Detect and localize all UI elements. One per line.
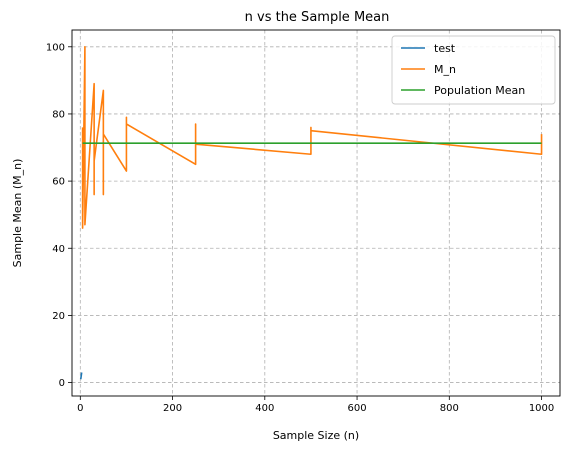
x-tick-label: 600	[348, 403, 367, 414]
series-layer	[79, 45, 543, 380]
y-tick-label: 100	[46, 42, 65, 53]
legend-label-test: test	[434, 42, 456, 55]
x-tick-label: 200	[163, 403, 182, 414]
y-tick-label: 20	[52, 311, 65, 322]
y-axis-label: Sample Mean (M_n)	[11, 159, 24, 268]
x-axis-ticks: 0 200 400 600 800 1000	[77, 396, 554, 414]
x-axis-label: Sample Size (n)	[273, 429, 359, 442]
legend-label-population-mean: Population Mean	[434, 84, 525, 97]
x-tick-label: 800	[440, 403, 459, 414]
y-tick-label: 40	[52, 244, 65, 255]
y-tick-label: 80	[52, 109, 65, 120]
y-axis-ticks: 0 20 40 60 80 100	[46, 42, 72, 389]
legend: test M_n Population Mean	[391, 35, 556, 105]
x-tick-label: 0	[77, 403, 83, 414]
x-tick-label: 1000	[529, 403, 554, 414]
plot-frame	[71, 29, 561, 397]
series-line-test	[79, 372, 83, 380]
y-tick-label: 0	[59, 378, 65, 389]
legend-label-m-n: M_n	[434, 63, 456, 76]
legend-box	[391, 35, 556, 105]
grid	[72, 30, 560, 396]
y-tick-label: 60	[52, 177, 65, 188]
x-tick-label: 400	[255, 403, 274, 414]
chart-title: n vs the Sample Mean	[245, 10, 390, 25]
series-line-m-n	[81, 45, 543, 229]
